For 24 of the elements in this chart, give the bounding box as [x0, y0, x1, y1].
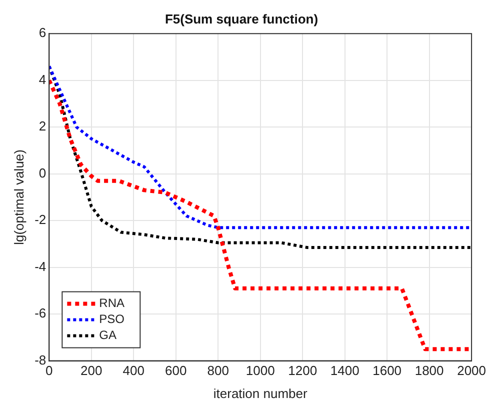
legend-label: PSO	[99, 312, 125, 326]
x-tick-label: 800	[207, 363, 229, 378]
x-tick-label: 1600	[372, 363, 402, 378]
x-tick-label: 400	[122, 363, 144, 378]
x-axis-title: iteration number	[213, 386, 308, 401]
y-tick-label: 2	[38, 118, 46, 134]
x-tick-label: 1800	[414, 363, 444, 378]
chart-title: F5(Sum square function)	[164, 11, 318, 26]
legend-label: GA	[99, 328, 117, 342]
x-tick-label: 600	[165, 363, 187, 378]
y-tick-label: -4	[34, 258, 46, 274]
y-tick-label: -6	[34, 306, 46, 321]
x-tick-label: 1400	[330, 363, 360, 378]
y-tick-label: -2	[34, 212, 46, 228]
x-tick-label: 200	[80, 363, 102, 378]
y-tick-label: 4	[38, 72, 46, 87]
y-tick-label: 0	[38, 165, 46, 180]
x-tick-label: 1000	[246, 363, 275, 378]
x-tick-label: 1200	[288, 363, 318, 378]
y-axis-title: lg(optimal value)	[11, 150, 26, 245]
x-tick-label: 2000	[457, 363, 486, 378]
y-tick-label: -8	[34, 352, 46, 368]
legend-label: RNA	[99, 296, 125, 310]
y-tick-label: 6	[38, 25, 46, 40]
